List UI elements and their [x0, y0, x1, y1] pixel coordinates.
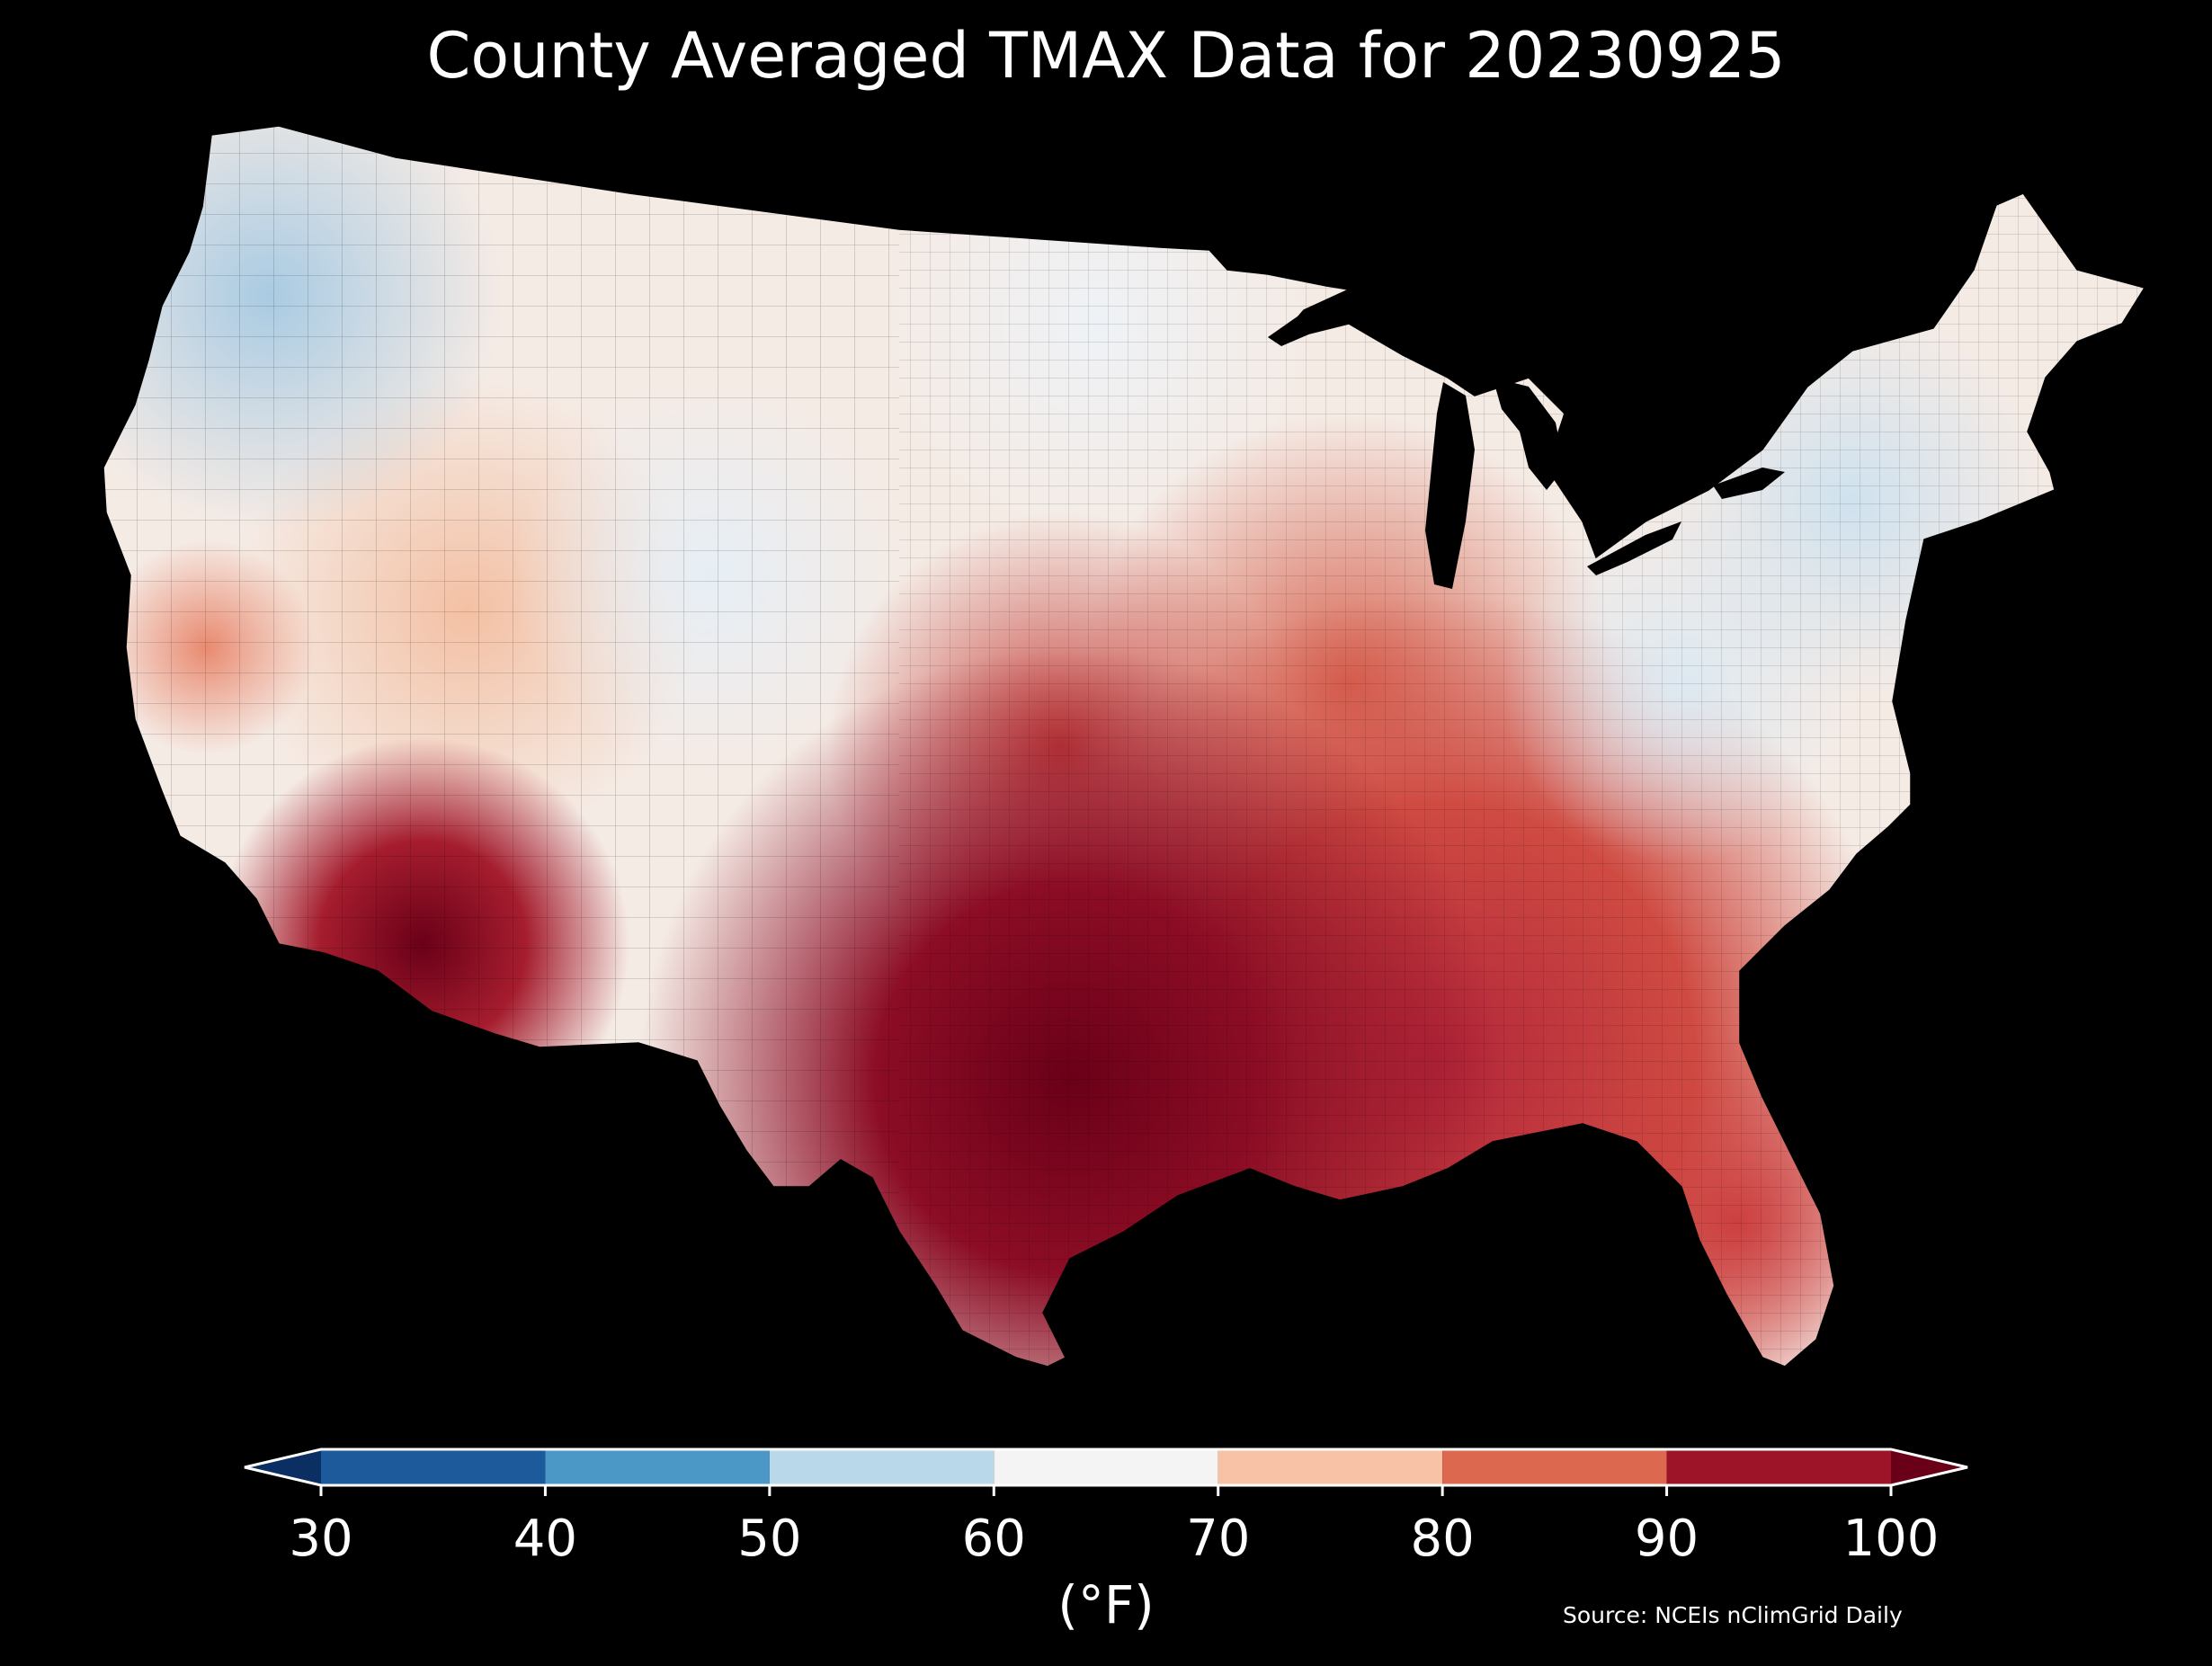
- colorbar-bin-50-60: [769, 1449, 995, 1485]
- source-credit: Source: NCEIs nClimGrid Daily: [1563, 1602, 1903, 1628]
- colorbar-tick-label: 100: [1842, 1510, 1940, 1568]
- map-title: County Averaged TMAX Data for 20230925: [426, 19, 1786, 93]
- colorbar-bin-60-70: [994, 1449, 1218, 1485]
- colorbar-over-triangle: [1891, 1449, 1967, 1485]
- colorbar-bin-80-90: [1442, 1449, 1667, 1485]
- colorbar-bin-30-40: [321, 1449, 546, 1485]
- colorbar-tick-label: 60: [961, 1510, 1026, 1568]
- colorbar-tick-label: 30: [289, 1510, 353, 1568]
- lake-superior: [1268, 286, 1389, 346]
- colorbar-tick-label: 80: [1410, 1510, 1475, 1568]
- colorbar-under-triangle: [245, 1449, 321, 1485]
- colorbar-bin-70-80: [1217, 1449, 1443, 1485]
- lake-ontario: [1713, 468, 1785, 499]
- lake-erie: [1587, 521, 1681, 575]
- lake-huron: [1493, 378, 1565, 490]
- colorbar-tick-label: 70: [1186, 1510, 1251, 1568]
- colorbar-bin-90-100: [1666, 1449, 1891, 1485]
- colorbar-unit-label: (°F): [1057, 1574, 1155, 1635]
- colorbar-tick-label: 40: [513, 1510, 578, 1568]
- lake-michigan: [1425, 382, 1475, 589]
- colorbar-tick-label: 90: [1634, 1510, 1699, 1568]
- colorbar-tick-label: 50: [737, 1510, 802, 1568]
- colorbar-bin-40-50: [545, 1449, 770, 1485]
